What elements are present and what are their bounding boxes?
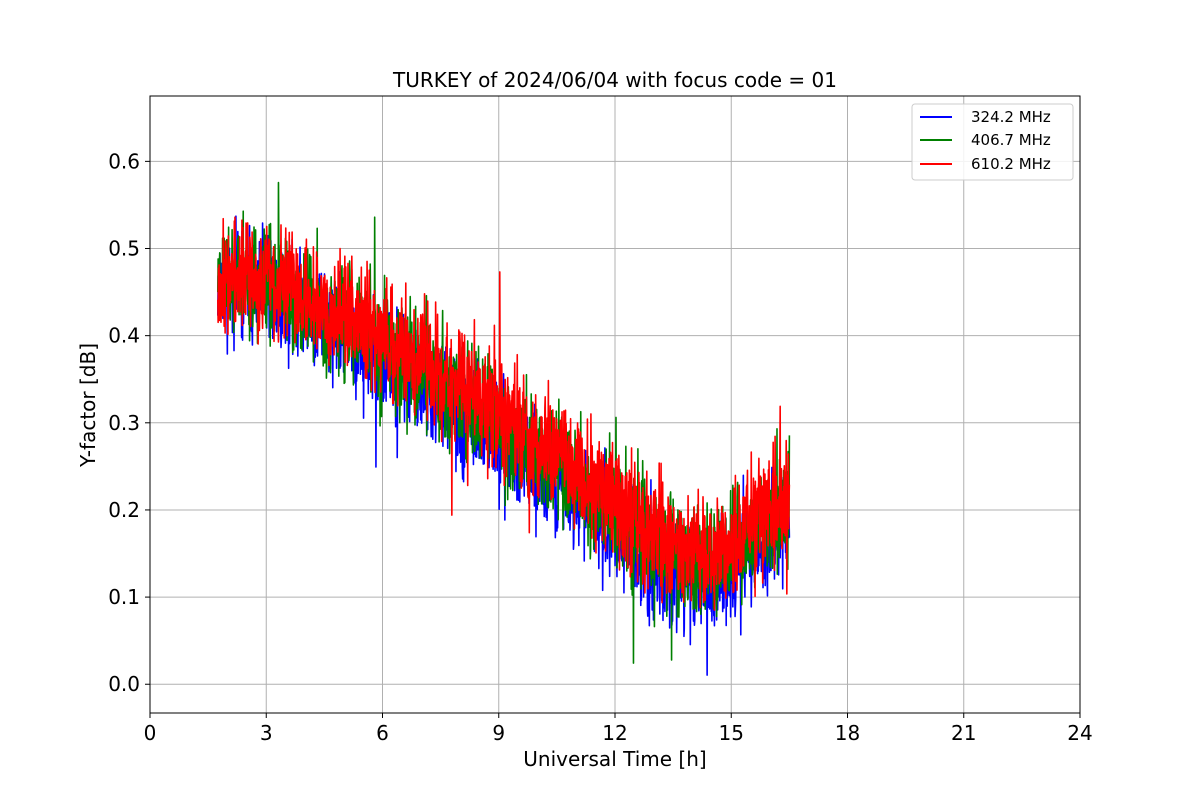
y-tick-label: 0.4 bbox=[108, 324, 140, 348]
y-axis-label: Y-factor [dB] bbox=[76, 343, 100, 468]
x-tick-label: 0 bbox=[144, 721, 157, 745]
x-tick-label: 15 bbox=[719, 721, 744, 745]
chart-title: TURKEY of 2024/06/04 with focus code = 0… bbox=[392, 68, 837, 92]
x-tick-label: 21 bbox=[951, 721, 976, 745]
x-tick-label: 3 bbox=[260, 721, 273, 745]
y-axis-ticks: 0.0 0.1 0.2 0.3 0.4 0.5 0.6 bbox=[108, 149, 150, 696]
legend-label-0: 324.2 MHz bbox=[971, 108, 1051, 126]
series-line-610-2-mhz bbox=[217, 216, 791, 611]
x-tick-label: 24 bbox=[1067, 721, 1092, 745]
legend-box bbox=[911, 103, 1074, 181]
x-axis-label: Universal Time [h] bbox=[523, 747, 706, 771]
series-layer bbox=[217, 181, 791, 676]
y-tick-label: 0.2 bbox=[108, 498, 140, 522]
x-tick-label: 18 bbox=[835, 721, 860, 745]
y-tick-label: 0.6 bbox=[108, 149, 140, 173]
x-tick-label: 6 bbox=[376, 721, 389, 745]
x-tick-label: 9 bbox=[492, 721, 505, 745]
legend-label-1: 406.7 MHz bbox=[971, 131, 1051, 149]
y-tick-label: 0.1 bbox=[108, 585, 140, 609]
y-tick-label: 0.5 bbox=[108, 237, 140, 261]
x-axis-ticks: 0 3 6 9 12 15 18 21 24 bbox=[144, 713, 1093, 745]
legend: 324.2 MHz 406.7 MHz 610.2 MHz bbox=[911, 103, 1074, 181]
y-tick-label: 0.0 bbox=[108, 672, 140, 696]
y-tick-label: 0.3 bbox=[108, 411, 140, 435]
x-tick-label: 12 bbox=[602, 721, 627, 745]
legend-label-2: 610.2 MHz bbox=[971, 155, 1051, 173]
